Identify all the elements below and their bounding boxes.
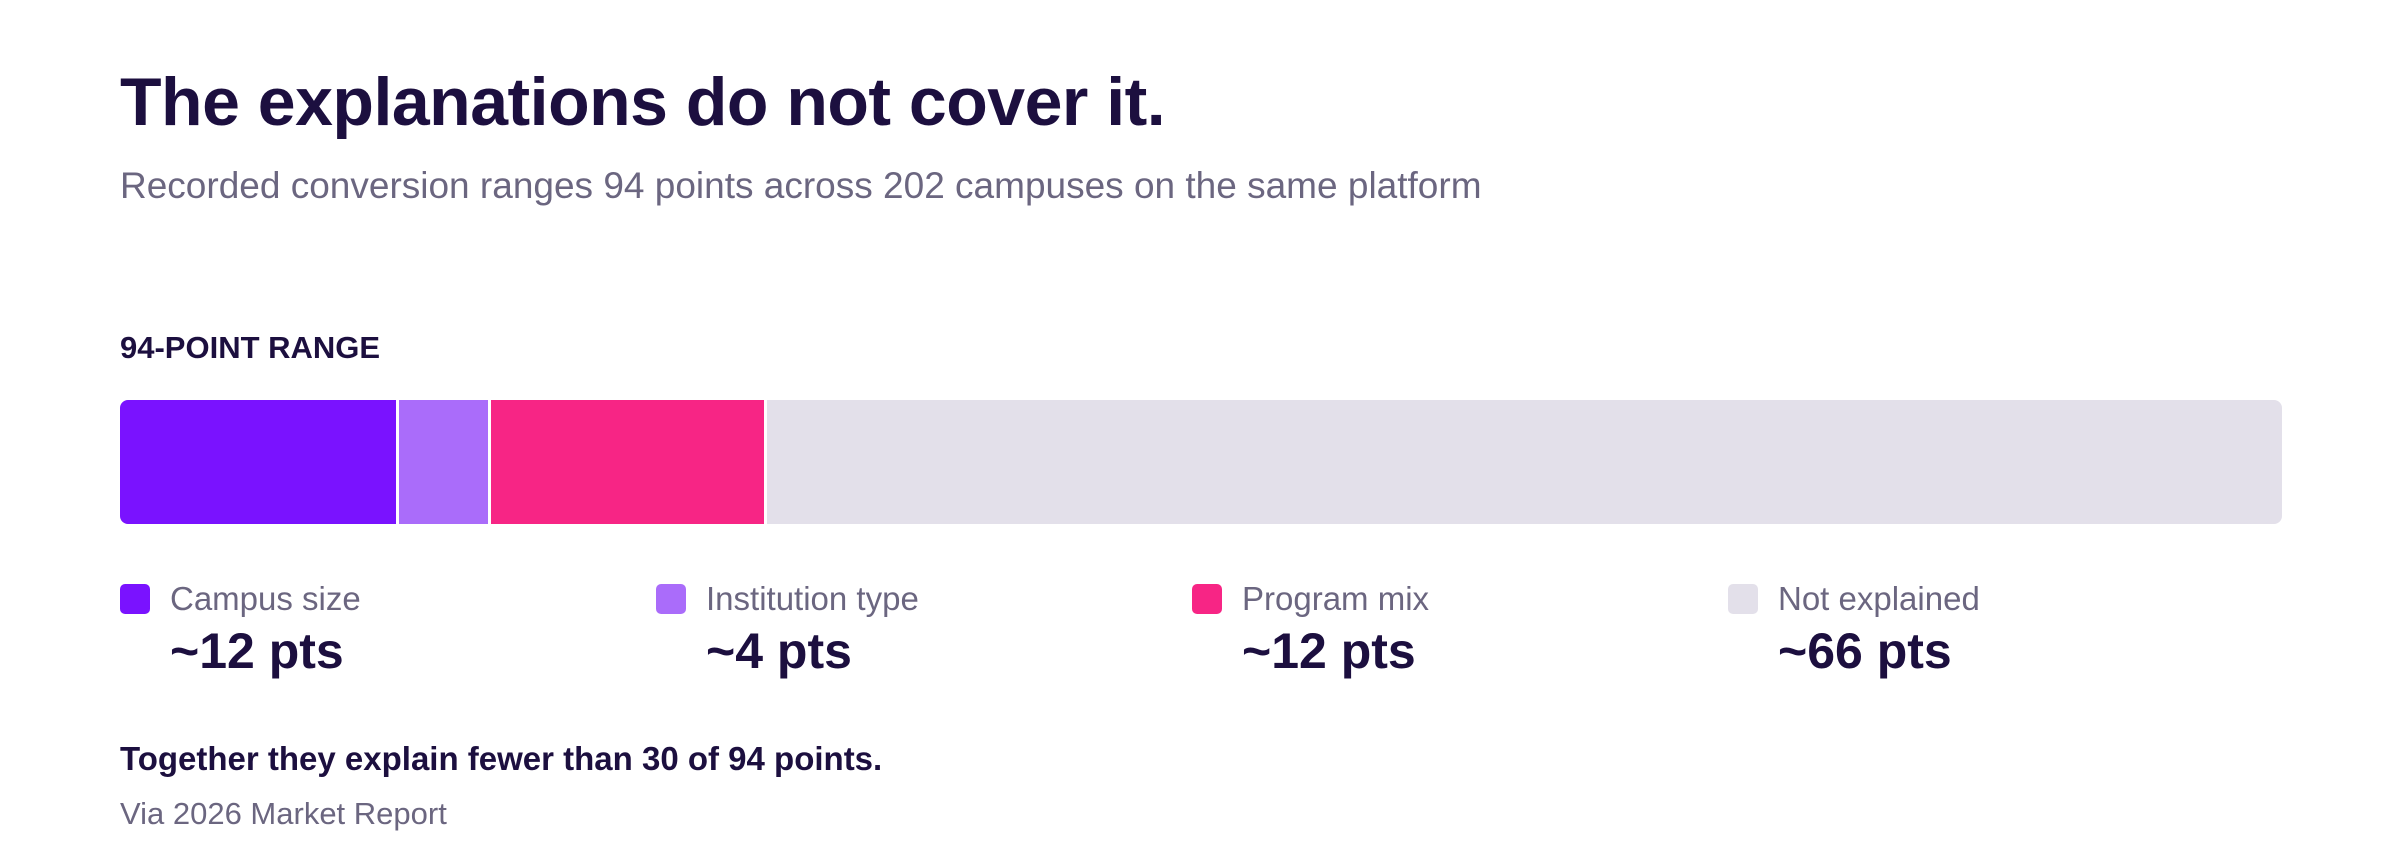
legend: Campus size ~12 pts Institution type ~4 pts… (120, 578, 2282, 688)
bar-segment-program-mix (491, 400, 764, 524)
legend-value: ~12 pts (170, 623, 344, 679)
bar-segment-campus-size (120, 400, 396, 524)
legend-label: Program mix (1242, 580, 1430, 617)
bar-segment-institution-type (399, 400, 488, 524)
legend-item-not-explained: Not explained ~66 pts (1728, 578, 2248, 688)
chart-subtitle: Recorded conversion ranges 94 points acr… (120, 165, 1482, 206)
source-note: Via 2026 Market Report (120, 796, 447, 831)
bar-segment-not-explained (767, 400, 2282, 524)
range-label: 94-POINT RANGE (120, 330, 381, 365)
chart-title: The explanations do not cover it. (120, 64, 1166, 140)
conclusion-text: Together they explain fewer than 30 of 9… (120, 740, 883, 777)
stacked-bar (120, 400, 2282, 524)
legend-item-program-mix: Program mix ~12 pts (1192, 578, 1712, 688)
legend-value: ~66 pts (1778, 623, 1952, 679)
legend-label: Institution type (706, 580, 919, 617)
legend-value: ~4 pts (706, 623, 852, 679)
legend-swatch (656, 584, 686, 614)
legend-swatch (1728, 584, 1758, 614)
legend-value: ~12 pts (1242, 623, 1416, 679)
legend-swatch (120, 584, 150, 614)
legend-item-campus-size: Campus size ~12 pts (120, 578, 640, 688)
legend-swatch (1192, 584, 1222, 614)
legend-label: Not explained (1778, 580, 1980, 617)
legend-item-institution-type: Institution type ~4 pts (656, 578, 1176, 688)
legend-label: Campus size (170, 580, 361, 617)
